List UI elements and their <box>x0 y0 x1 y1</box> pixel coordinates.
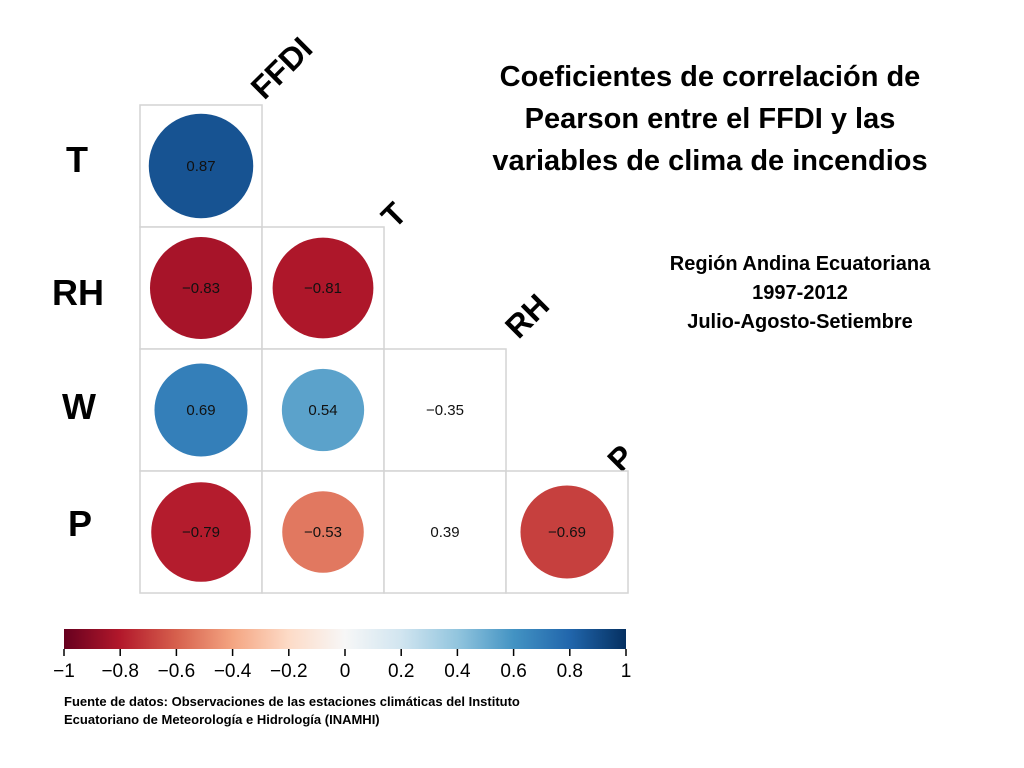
page-title: Coeficientes de correlación de Pearson e… <box>440 56 980 182</box>
correlation-value-label: −0.83 <box>182 280 220 297</box>
source-line-2: Ecuatoriano de Meteorología e Hidrología… <box>64 712 380 727</box>
correlation-circle <box>282 491 364 573</box>
correlation-value-label: −0.53 <box>304 524 342 541</box>
row-label-w: W <box>62 386 96 427</box>
correlation-value-label: −0.79 <box>182 524 220 541</box>
correlation-circle <box>272 237 374 339</box>
cell-w-t: 0.54 <box>261 348 385 472</box>
correlation-circle <box>520 485 614 579</box>
correlation-circle <box>149 236 253 340</box>
correlation-value-label: 0.87 <box>186 158 215 175</box>
source-line-1: Fuente de datos: Observaciones de las es… <box>64 694 520 709</box>
colorbar-tick-label: −0.4 <box>214 661 252 682</box>
colorbar-tick-label: 0 <box>340 661 351 682</box>
title-line-3: variables de clima de incendios <box>492 145 928 177</box>
colorbar-tick-label: 0.6 <box>500 661 526 682</box>
correlation-circle <box>148 113 254 219</box>
colorbar-tick-label: 0.4 <box>444 661 471 682</box>
cell-rh-ffdi: −0.83 <box>139 226 263 350</box>
title-line-1: Coeficientes de correlación de <box>499 61 921 93</box>
cell-box <box>383 348 507 472</box>
correlation-circle <box>151 482 251 582</box>
title-line-2: Pearson entre el FFDI y las <box>524 103 896 135</box>
cell-t-ffdi: 0.87 <box>139 104 263 228</box>
colorbar-tick-label: −1 <box>53 661 75 682</box>
cell-p-t: −0.53 <box>261 470 385 594</box>
correlation-value-label: −0.69 <box>548 524 586 541</box>
colorbar-tick-label: −0.6 <box>158 661 196 682</box>
correlation-value-label: −0.81 <box>304 280 342 297</box>
correlation-circle <box>154 363 248 457</box>
page-subtitle: Región Andina Ecuatoriana 1997-2012 Juli… <box>600 250 1000 337</box>
correlation-value-label: 0.54 <box>308 402 337 419</box>
colorbar-tick-label: −0.8 <box>101 661 139 682</box>
row-label-t: T <box>66 139 88 180</box>
subtitle-months: Julio-Agosto-Setiembre <box>687 311 913 333</box>
colorbar-tick-label: 0.8 <box>557 661 583 682</box>
cell-rh-t: −0.81 <box>261 226 385 350</box>
colorbar-tick-label: 0.2 <box>388 661 414 682</box>
subtitle-region: Región Andina Ecuatoriana <box>669 253 931 275</box>
colorbar <box>64 629 626 649</box>
cell-w-ffdi: 0.69 <box>139 348 263 472</box>
subtitle-years: 1997-2012 <box>752 282 848 304</box>
colorbar-tick-label: −0.2 <box>270 661 308 682</box>
correlation-value-label: 0.39 <box>430 524 459 541</box>
correlation-circle <box>281 368 365 452</box>
colorbar-tick-label: 1 <box>621 661 632 682</box>
correlation-value-label: −0.35 <box>426 402 464 419</box>
cell-p-ffdi: −0.79 <box>139 470 263 594</box>
correlation-value-label: 0.69 <box>186 402 215 419</box>
row-label-rh: RH <box>52 272 104 313</box>
cell-p-p: −0.69 <box>505 470 629 594</box>
row-label-p: P <box>68 503 93 544</box>
cell-w-rh: −0.35 <box>383 348 507 472</box>
source-note: Fuente de datos: Observaciones de las es… <box>64 693 684 729</box>
cell-p-rh: 0.39 <box>383 470 507 594</box>
